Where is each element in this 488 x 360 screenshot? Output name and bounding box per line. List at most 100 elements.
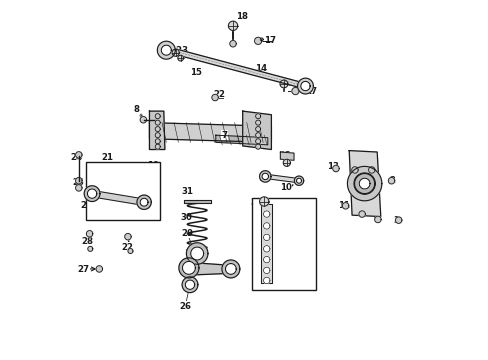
Text: 19: 19 [147, 161, 159, 170]
Text: 10: 10 [279, 183, 291, 192]
Polygon shape [182, 261, 195, 274]
Polygon shape [168, 47, 304, 89]
Text: 17: 17 [304, 86, 316, 95]
Polygon shape [190, 247, 203, 260]
Polygon shape [280, 152, 293, 160]
Text: 31: 31 [181, 187, 193, 196]
Polygon shape [229, 41, 236, 47]
Text: 34: 34 [253, 276, 265, 285]
Text: 11: 11 [338, 201, 349, 210]
Polygon shape [260, 204, 272, 283]
Polygon shape [259, 171, 270, 182]
Text: 32: 32 [304, 243, 316, 252]
Polygon shape [342, 203, 348, 209]
Text: 23: 23 [73, 178, 84, 187]
Text: 6: 6 [357, 210, 363, 219]
Text: 35: 35 [249, 198, 262, 207]
Text: 27: 27 [78, 265, 90, 274]
Polygon shape [87, 189, 97, 198]
Text: 25: 25 [179, 265, 191, 274]
Text: 7: 7 [221, 131, 227, 140]
Polygon shape [332, 165, 339, 172]
Text: 5: 5 [351, 162, 357, 171]
Polygon shape [263, 267, 269, 274]
Text: 3: 3 [393, 216, 399, 225]
Bar [86, 162, 159, 220]
Polygon shape [222, 260, 239, 278]
Polygon shape [255, 133, 260, 138]
Polygon shape [395, 217, 401, 224]
Polygon shape [259, 197, 268, 206]
Polygon shape [225, 264, 236, 274]
Polygon shape [260, 38, 263, 41]
Text: 30: 30 [180, 213, 192, 222]
Text: 2423: 2423 [164, 46, 188, 55]
Polygon shape [300, 81, 309, 91]
Polygon shape [179, 258, 199, 278]
Text: 16: 16 [280, 80, 292, 89]
Text: 24: 24 [70, 153, 82, 162]
Polygon shape [140, 117, 146, 123]
Polygon shape [88, 246, 93, 251]
Text: 20: 20 [80, 201, 92, 210]
Polygon shape [137, 195, 151, 210]
Polygon shape [263, 246, 269, 252]
Bar [251, 198, 316, 291]
Polygon shape [96, 266, 102, 272]
Polygon shape [76, 152, 82, 158]
Polygon shape [354, 174, 374, 194]
Polygon shape [155, 133, 160, 138]
Text: 13: 13 [327, 162, 339, 171]
Polygon shape [280, 80, 287, 88]
Text: 18: 18 [235, 12, 247, 21]
Polygon shape [128, 248, 133, 253]
Polygon shape [242, 111, 271, 149]
Polygon shape [359, 178, 369, 189]
Polygon shape [348, 150, 380, 217]
Polygon shape [91, 190, 144, 206]
Polygon shape [262, 173, 268, 180]
Polygon shape [353, 173, 375, 194]
Text: 4: 4 [373, 212, 379, 221]
Polygon shape [187, 262, 233, 275]
Polygon shape [265, 174, 299, 183]
Polygon shape [296, 178, 301, 183]
Polygon shape [161, 45, 171, 55]
Polygon shape [140, 198, 148, 206]
Polygon shape [183, 200, 210, 203]
Polygon shape [155, 127, 160, 132]
Polygon shape [157, 41, 175, 59]
Text: 15: 15 [190, 68, 202, 77]
Text: 22: 22 [121, 243, 133, 252]
Polygon shape [254, 37, 261, 44]
Polygon shape [211, 94, 218, 101]
Polygon shape [76, 177, 82, 184]
Polygon shape [255, 139, 260, 144]
Polygon shape [347, 166, 381, 201]
Polygon shape [263, 211, 269, 217]
Text: 26: 26 [222, 265, 234, 274]
Polygon shape [149, 123, 271, 142]
Polygon shape [263, 223, 269, 229]
Polygon shape [182, 277, 198, 293]
Polygon shape [351, 167, 357, 173]
Polygon shape [358, 211, 365, 217]
Polygon shape [255, 114, 260, 119]
Text: 33: 33 [253, 248, 265, 257]
Polygon shape [86, 230, 93, 237]
Polygon shape [124, 233, 131, 240]
Polygon shape [155, 120, 160, 125]
Polygon shape [263, 277, 269, 284]
Polygon shape [374, 216, 380, 223]
Text: 2: 2 [388, 176, 394, 185]
Text: 21: 21 [102, 153, 113, 162]
Text: 17: 17 [264, 36, 276, 45]
Polygon shape [149, 111, 164, 149]
Polygon shape [215, 135, 267, 145]
Polygon shape [255, 144, 260, 149]
Polygon shape [291, 87, 298, 95]
Polygon shape [155, 144, 160, 149]
Text: 29: 29 [181, 229, 193, 238]
Polygon shape [155, 114, 160, 119]
Polygon shape [263, 256, 269, 263]
